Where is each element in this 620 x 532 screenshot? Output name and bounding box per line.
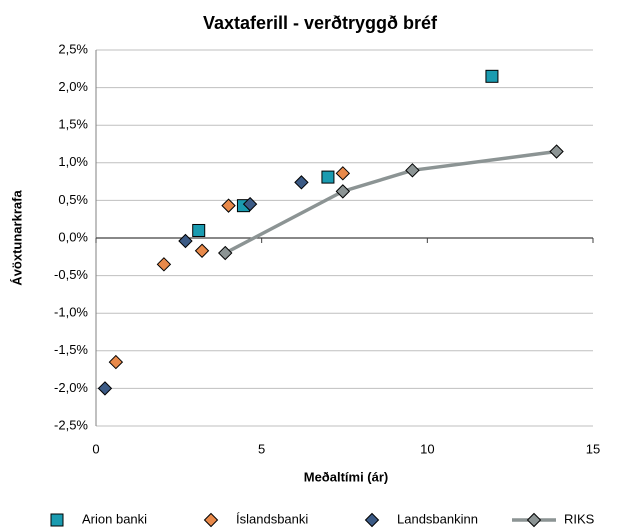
y-tick-label: 1,5% [58, 117, 88, 132]
y-tick-label: -2,0% [54, 380, 88, 395]
y-tick-label: 2,0% [58, 79, 88, 94]
marker [221, 198, 236, 213]
marker [218, 245, 233, 261]
x-axis-title: Meðaltími (ár) [304, 469, 389, 484]
marker [97, 381, 113, 396]
y-tick-label: 1,0% [58, 154, 88, 169]
legend-item: Landsbankinn [364, 511, 478, 528]
legend-label: RIKS [564, 511, 595, 526]
y-tick-label: -0,5% [54, 267, 88, 282]
marker [203, 512, 219, 528]
y-tick-label: 2,5% [58, 41, 88, 56]
legend-label: Arion banki [82, 511, 147, 526]
marker [294, 175, 309, 190]
marker [335, 184, 351, 199]
x-tick-label: 10 [420, 441, 434, 456]
marker [335, 166, 351, 181]
x-tick-label: 0 [92, 441, 99, 456]
series [218, 144, 564, 261]
y-tick-label: -1,5% [54, 342, 88, 357]
legend-item: RIKS [512, 511, 595, 528]
series [97, 175, 309, 396]
x-tick-label: 5 [258, 441, 265, 456]
series-line [224, 149, 557, 255]
marker [192, 223, 206, 237]
legend-label: Íslandsbanki [236, 511, 308, 526]
marker [108, 354, 124, 370]
marker [50, 513, 64, 527]
series [192, 69, 499, 237]
y-tick-label: -1,0% [54, 305, 88, 320]
marker [194, 243, 210, 258]
series [108, 166, 351, 370]
y-tick-label: 0,0% [58, 229, 88, 244]
marker [526, 512, 542, 528]
x-tick-label: 15 [586, 441, 600, 456]
y-tick-label: 0,5% [58, 192, 88, 207]
marker [405, 163, 420, 178]
marker [485, 69, 499, 83]
marker [549, 144, 564, 159]
marker [321, 170, 335, 184]
chart-title: Vaxtaferill - verðtryggð bréf [203, 13, 438, 33]
legend-label: Landsbankinn [397, 511, 478, 526]
marker [156, 257, 172, 272]
marker [178, 233, 193, 249]
marker [364, 512, 380, 528]
legend-item: Íslandsbanki [203, 511, 308, 528]
marker [242, 196, 258, 212]
legend-item: Arion banki [50, 511, 147, 527]
y-tick-label: -2,5% [54, 417, 88, 432]
y-axis-title: Ávöxtunarkrafa [9, 190, 24, 286]
